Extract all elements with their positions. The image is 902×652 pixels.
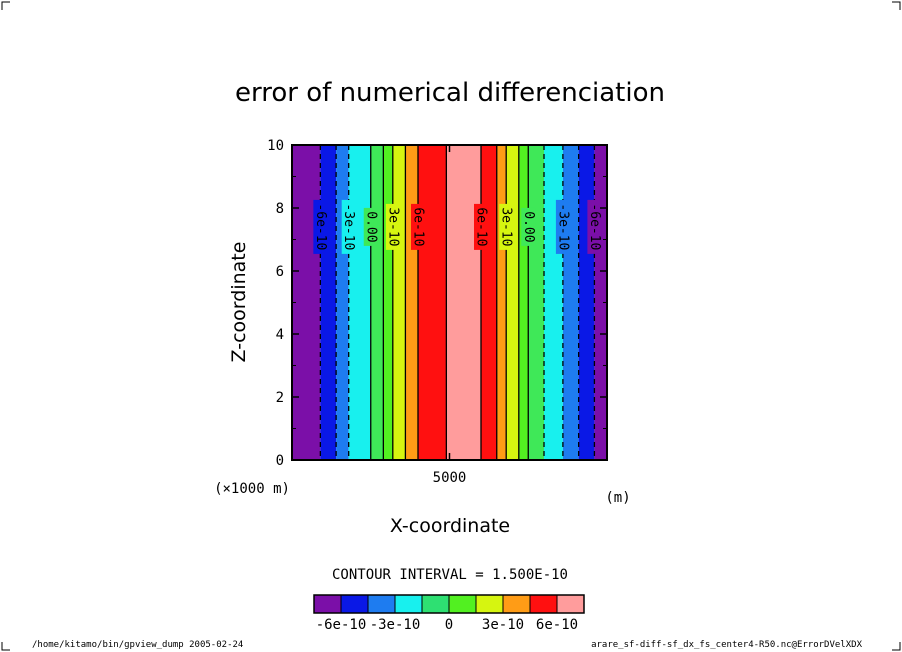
y-axis-label: Z-coordinate bbox=[228, 242, 250, 363]
contour-band-18 bbox=[578, 145, 595, 460]
contour-band-16 bbox=[544, 145, 563, 460]
footer-right: arare_sf-diff-sf_dx_fs_center4-R50.nc@Er… bbox=[591, 640, 863, 650]
contour-band-17 bbox=[562, 145, 579, 460]
contour-label-11: 3e-10 bbox=[499, 207, 514, 246]
colorbar-label-0: -6e-10 bbox=[316, 617, 367, 633]
contour-band-14 bbox=[518, 145, 529, 460]
contour-band-8 bbox=[405, 145, 418, 460]
x-unit-label: (m) bbox=[605, 490, 630, 506]
contour-band-7 bbox=[392, 145, 406, 460]
contour-label-bg-5 bbox=[385, 203, 400, 250]
colorbar-label-2: 0 bbox=[445, 617, 453, 633]
contour-label-17: -6e-10 bbox=[587, 203, 602, 250]
contour-label-bg-7 bbox=[411, 203, 425, 250]
colorbar-swatch-5 bbox=[448, 594, 477, 614]
contour-label-7: 6e-10 bbox=[411, 207, 426, 246]
contour-label-bg-9 bbox=[474, 203, 488, 250]
contour-interval-text: CONTOUR INTERVAL = 1.500E-10 bbox=[332, 567, 568, 583]
contour-label-bg-2 bbox=[341, 199, 356, 254]
x-axis-label: X-coordinate bbox=[390, 515, 510, 537]
y-tick-label-3: 6 bbox=[276, 264, 284, 280]
colorbar-labels: -6e-10 -3e-10 0 3e-10 6e-10 bbox=[316, 617, 578, 633]
colorbar-frame bbox=[313, 594, 585, 614]
contour-label-bg-11 bbox=[499, 203, 514, 250]
colorbar-swatch-3 bbox=[394, 594, 423, 614]
contour-band-12 bbox=[496, 145, 507, 460]
colorbar-swatch-8 bbox=[529, 594, 558, 614]
contour-label-bg-17 bbox=[587, 199, 602, 254]
colorbar-swatch-0 bbox=[313, 594, 342, 614]
colorbar-swatch-9 bbox=[556, 594, 585, 614]
y-tick-label-2: 4 bbox=[276, 327, 284, 343]
contour-label-2: -3e-10 bbox=[341, 203, 356, 250]
contour-lines bbox=[319, 145, 596, 460]
y-tick-label-0: 0 bbox=[276, 453, 284, 469]
contour-labels: -6e-10 -3e-10 0.00 3e-10 6e-10 6e-10 3e-10 0.00… bbox=[313, 199, 602, 254]
contour-label-bg-3 bbox=[363, 207, 378, 246]
colorbar-swatch-1 bbox=[340, 594, 369, 614]
contour-band-2 bbox=[336, 145, 349, 460]
y-tick-label-4: 8 bbox=[276, 201, 284, 217]
colorbar-label-3: 3e-10 bbox=[482, 617, 524, 633]
contour-band-1 bbox=[320, 145, 337, 460]
contour-band-0 bbox=[292, 145, 321, 460]
colorbar-swatch-7 bbox=[502, 594, 531, 614]
contour-label-bg-15 bbox=[555, 199, 570, 254]
footer-left: /home/kitamo/bin/gpview_dump 2005-02-24 bbox=[32, 640, 243, 650]
contour-label-bg-0 bbox=[313, 199, 328, 254]
colorbar-swatch-2 bbox=[367, 594, 396, 614]
contour-label-0: -6e-10 bbox=[313, 203, 328, 250]
colorbar-label-1: -3e-10 bbox=[370, 617, 421, 633]
contour-label-3: 0.00 bbox=[363, 211, 378, 242]
contour-band-9 bbox=[418, 145, 447, 460]
contour-label-bg-13 bbox=[521, 207, 536, 246]
chart-title: error of numerical differenciation bbox=[235, 78, 665, 108]
contour-label-15: -3e-10 bbox=[555, 203, 570, 250]
colorbar bbox=[313, 594, 585, 614]
colorbar-swatch-4 bbox=[421, 594, 450, 614]
x-tick-label-0: 5000 bbox=[433, 470, 467, 486]
contour-label-9: 6e-10 bbox=[474, 207, 489, 246]
x-axis-ticks: 5000 bbox=[433, 145, 467, 486]
contour-band-13 bbox=[506, 145, 519, 460]
contour-fill-bands bbox=[292, 145, 607, 460]
y-tick-label-5: 10 bbox=[267, 138, 284, 154]
colorbar-label-4: 6e-10 bbox=[536, 617, 578, 633]
contour-label-13: 0.00 bbox=[521, 211, 536, 242]
contour-band-10 bbox=[446, 145, 481, 460]
contour-band-3 bbox=[348, 145, 371, 460]
contour-band-6 bbox=[383, 145, 393, 460]
contour-band-11 bbox=[481, 145, 497, 460]
contour-band-5 bbox=[370, 145, 384, 460]
x-scale-note: (×1000 m) bbox=[214, 481, 290, 497]
colorbar-swatch-6 bbox=[475, 594, 504, 614]
contour-band-15 bbox=[528, 145, 544, 460]
y-axis-ticks: 0 2 4 6 8 10 bbox=[267, 138, 607, 469]
contour-label-5: 3e-10 bbox=[385, 207, 400, 246]
y-tick-label-1: 2 bbox=[276, 390, 284, 406]
